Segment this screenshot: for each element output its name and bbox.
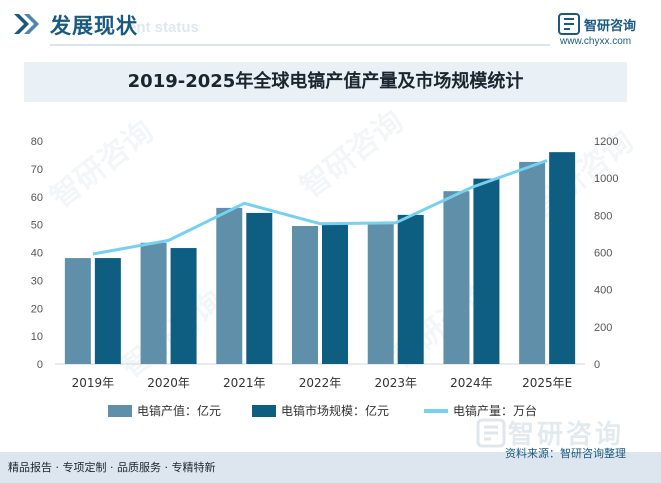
y-left-tick-label: 0 [37,359,43,371]
brand-name: 智研咨询 [584,19,637,34]
chart-title-band [24,62,627,102]
legend-label: 电镐产值：亿元 [137,403,221,418]
page-title: 发展现状 [50,14,138,38]
x-tick-label: 2023年 [374,376,417,390]
header-divider [50,44,550,46]
bar-market-size [246,212,273,364]
brand-logo-icon [558,13,580,35]
legend-swatch [108,405,132,417]
x-tick-label: 2020年 [147,376,190,390]
chevron-right-icon [14,14,39,34]
y-left-tick-label: 50 [31,220,43,232]
y-left-tick-label: 40 [31,248,43,260]
brand-url: www.chyxx.com [560,36,632,47]
bar-output-value [292,226,318,364]
x-tick-label: 2024年 [450,376,493,390]
bar-output-value [140,242,167,364]
y-right-tick-label: 400 [594,285,612,297]
y-left-tick-label: 10 [31,331,43,343]
x-tick-label: 2021年 [223,376,266,390]
y-left-tick-label: 80 [31,136,43,148]
y-right-tick-label: 1200 [594,136,618,148]
bar-market-size [397,214,424,364]
x-tick-label: 2025年E [522,376,572,390]
bar-market-size [549,152,576,364]
legend-label: 电镐产量：万台 [453,403,537,418]
y-right-tick-label: 0 [594,359,600,371]
watermark-logo-icon [476,418,506,448]
bar-output-value [64,258,91,364]
bar-output-value [443,191,470,364]
series-line-production [92,159,548,256]
legend-label: 电镐市场规模：亿元 [281,403,389,418]
watermark-brand: 智研咨询 [508,420,625,450]
bar-output-value [216,207,243,364]
y-left-tick-label: 60 [31,192,43,204]
y-right-tick-label: 1000 [594,173,618,185]
bar-market-size [94,258,121,364]
x-tick-label: 2019年 [72,376,115,390]
y-right-tick-label: 800 [594,210,612,222]
bar-market-size [322,223,348,364]
y-left-tick-label: 70 [31,164,43,176]
footer-slogan: 精品报告 · 专项定制 · 品质服务 · 专精特新 [8,461,216,474]
page-header: ent status 发展现状 智研咨询 www.chyxx.com [0,0,661,56]
chart-title: 2019-2025年全球电镐产值产量及市场规模统计 [127,71,524,92]
bar-output-value [519,161,546,364]
bar-market-size [473,178,500,364]
source-note: 资料来源：智研咨询整理 [505,447,626,460]
y-right-tick-label: 600 [594,248,612,260]
header-subtitle: ent status [128,19,199,36]
y-left-tick-label: 30 [31,275,43,287]
y-left-tick-label: 20 [31,303,43,315]
footer-band [0,452,661,483]
bar-output-value [367,223,394,364]
y-right-tick-label: 200 [594,322,612,334]
x-tick-label: 2022年 [299,376,342,390]
bar-market-size [170,248,197,364]
legend-swatch [252,405,276,417]
